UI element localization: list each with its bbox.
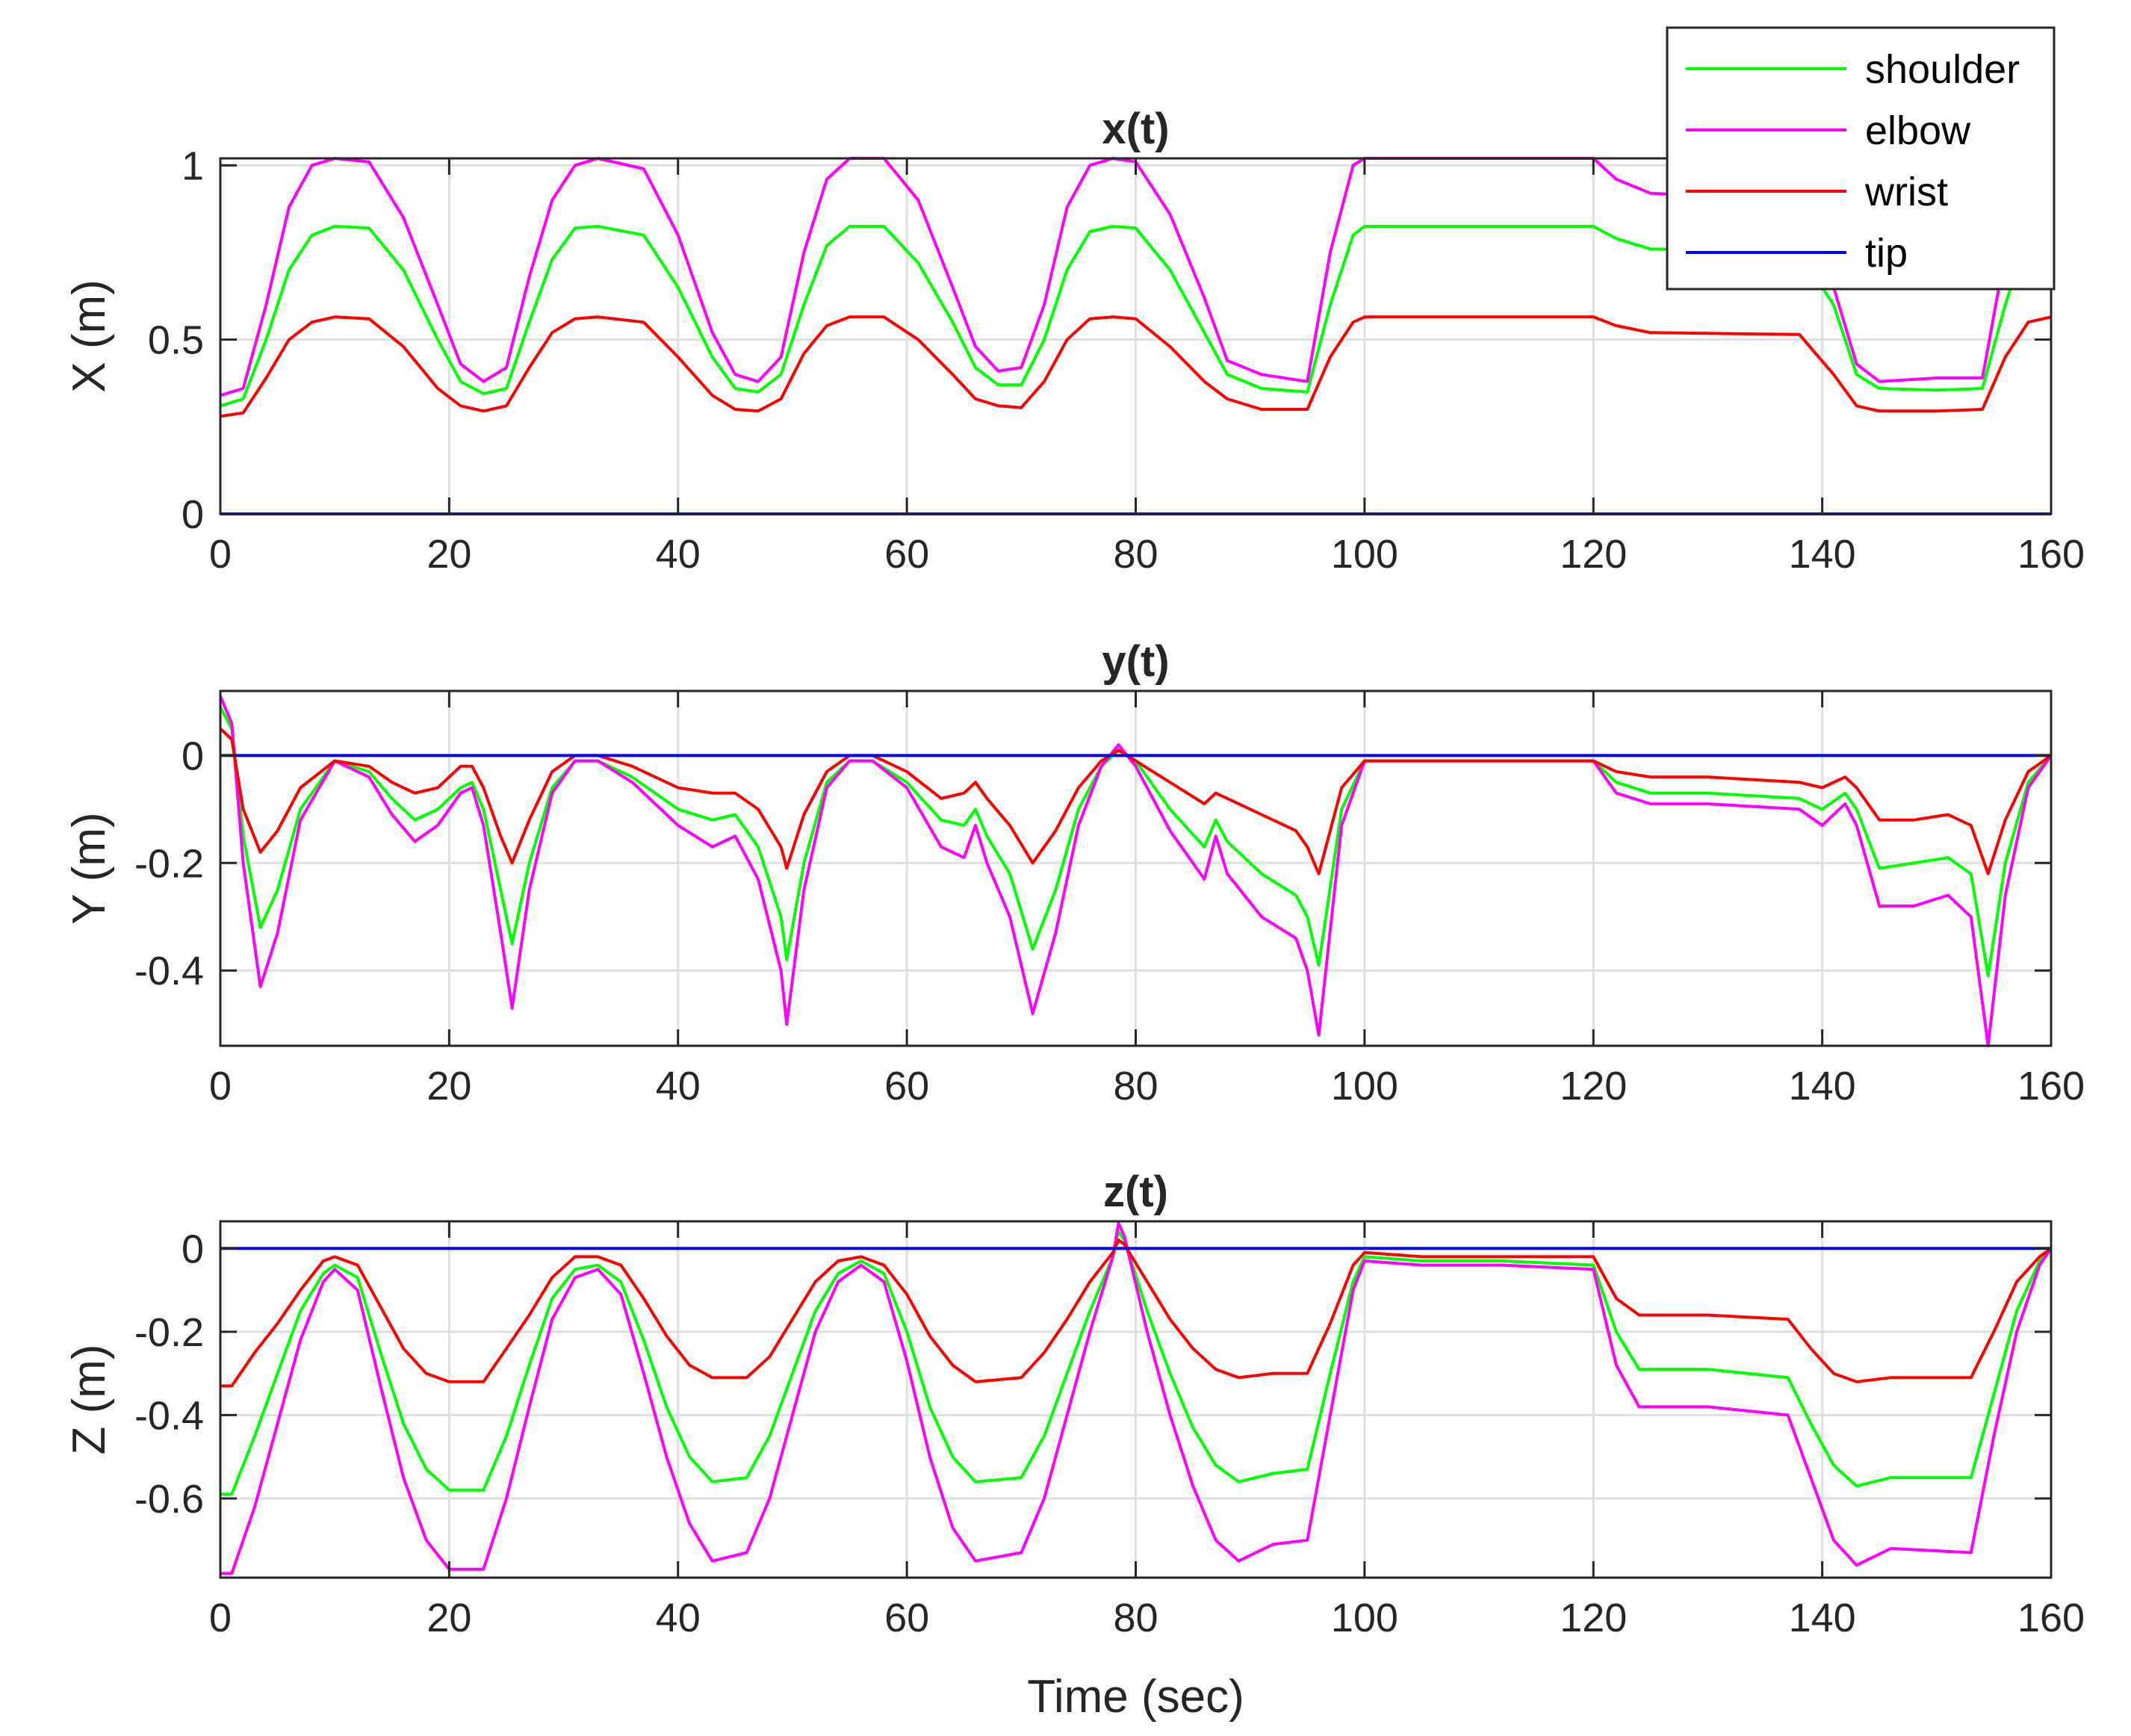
y-tick-label: 0 <box>182 1227 204 1271</box>
x-tick-label: 160 <box>2017 1596 2085 1640</box>
x-tick-label: 100 <box>1331 1596 1398 1640</box>
x-tick-label: 60 <box>884 532 929 577</box>
legend-label-shoulder: shoulder <box>1865 47 2020 92</box>
x-tick-label: 80 <box>1113 1596 1158 1640</box>
series-line-shoulder <box>219 706 2053 978</box>
series-line-elbow <box>220 157 2052 397</box>
x-tick-label: 40 <box>656 532 701 577</box>
y-axis-label: Y (m) <box>63 812 115 924</box>
y-tick-label: -0.4 <box>134 1393 204 1438</box>
series-line-elbow <box>219 695 2053 1047</box>
x-tick-label: 80 <box>1113 532 1158 577</box>
y-axis-label: X (m) <box>63 279 115 393</box>
y-tick-label: -0.2 <box>134 841 204 886</box>
x-tick-label: 80 <box>1113 1064 1158 1109</box>
x-tick-label: 140 <box>1789 1064 1856 1109</box>
legend-label-wrist: wrist <box>1864 170 1948 214</box>
x-tick-label: 20 <box>426 1596 471 1640</box>
legend-label-elbow: elbow <box>1865 108 1971 153</box>
x-tick-label: 160 <box>2017 1064 2085 1109</box>
x-tick-label: 40 <box>656 1064 701 1109</box>
x-tick-label: 60 <box>884 1064 929 1109</box>
y-tick-label: 0 <box>182 734 204 778</box>
x-tick-label: 120 <box>1560 1064 1627 1109</box>
y-axis-label: Z (m) <box>63 1344 115 1454</box>
y-tick-label: 0 <box>182 492 204 537</box>
legend-label-tip: tip <box>1865 231 1908 276</box>
series-line-wrist <box>220 1239 2053 1388</box>
x-tick-label: 100 <box>1331 532 1398 577</box>
x-tick-label: 160 <box>2017 532 2085 577</box>
y-tick-label: -0.2 <box>134 1310 204 1355</box>
x-tick-label: 20 <box>426 532 471 577</box>
x-tick-label: 140 <box>1789 532 1856 577</box>
legend-box <box>1666 26 2056 291</box>
x-tick-label: 60 <box>884 1596 929 1640</box>
y-tick-label: -0.6 <box>134 1477 204 1522</box>
legend: shoulder elbow wrist tip <box>1666 26 2056 291</box>
subplot-title: y(t) <box>1102 637 1169 686</box>
y-tick-label: -0.4 <box>134 949 204 993</box>
x-tick-label: 120 <box>1560 1596 1627 1640</box>
subplot-title: x(t) <box>1102 105 1169 153</box>
x-tick-label: 100 <box>1331 1064 1398 1109</box>
series-line-wrist <box>219 727 2053 875</box>
subplot-title: z(t) <box>1103 1168 1168 1216</box>
x-tick-label: 20 <box>426 1064 471 1109</box>
subplot-3: 0 20 40 60 80 100 120 140 160 -0.6 -0.4 -0.2 0 z(t) Z … <box>63 1168 2085 1723</box>
x-tick-label: 0 <box>209 532 232 577</box>
series-line-shoulder <box>220 225 2052 408</box>
x-tick-label: 140 <box>1789 1596 1856 1640</box>
x-tick-label: 40 <box>656 1596 701 1640</box>
series-line-wrist <box>220 315 2052 418</box>
subplot-2: 0 20 40 60 80 100 120 140 160 -0.4 -0.2 0 y(t) Y (m) <box>63 637 2085 1109</box>
y-tick-label: 1 <box>182 143 204 188</box>
series-line-shoulder <box>220 1230 2053 1496</box>
x-axis-label: Time (sec) <box>1027 1671 1244 1723</box>
x-tick-label: 0 <box>209 1064 232 1109</box>
x-tick-label: 0 <box>209 1596 232 1640</box>
y-tick-label: 0.5 <box>148 318 204 363</box>
x-tick-label: 120 <box>1560 532 1627 577</box>
